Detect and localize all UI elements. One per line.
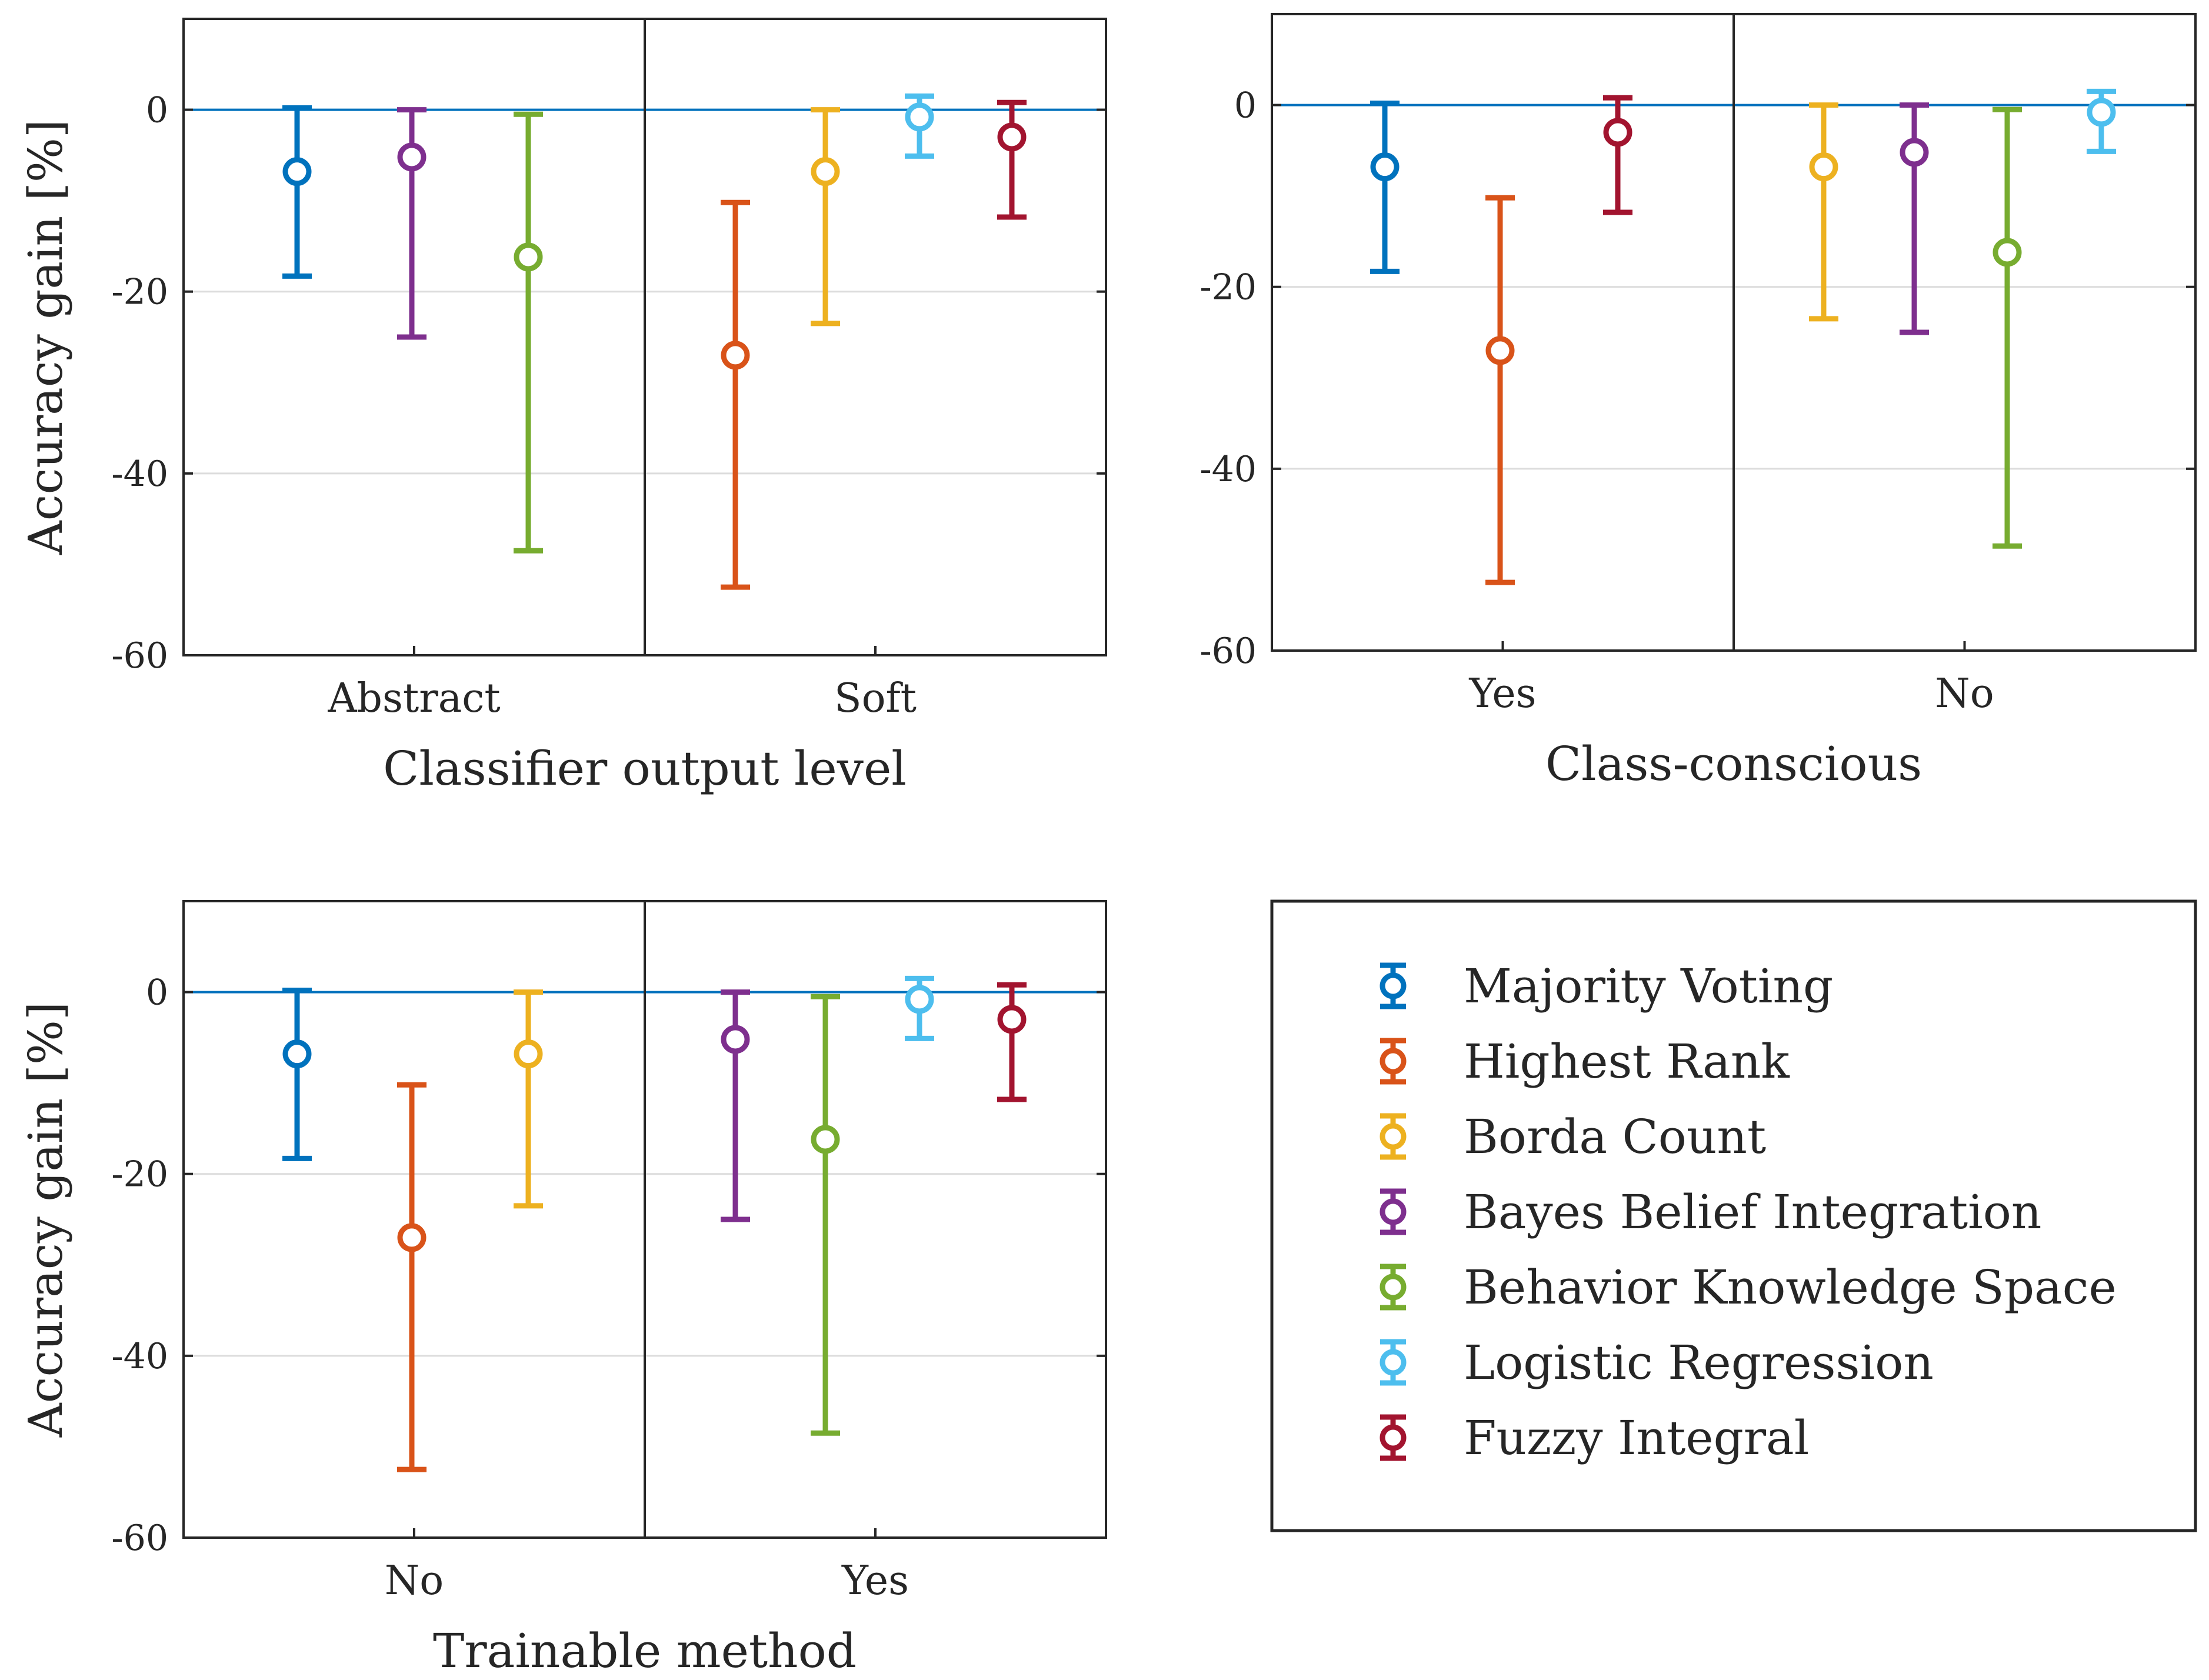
errorbar: [1603, 95, 1632, 215]
y-tick-label: -60: [111, 1518, 168, 1559]
errorbar: [811, 107, 840, 326]
legend-entry: Borda Count: [1380, 1109, 1766, 1164]
x-axis-label: Trainable method: [433, 1624, 857, 1678]
panel-3: 0 -20 -40 -60 No Yes Trainable method Accuracy …: [18, 900, 1107, 1678]
errorbar-marker: [811, 1125, 840, 1154]
errorbar: [397, 1082, 427, 1472]
legend-label: Behavior Knowledge Space: [1464, 1260, 2117, 1315]
axes-box: [182, 18, 1107, 656]
legend-entry: Bayes Belief Integration: [1380, 1185, 2041, 1239]
y-tick-label: 0: [146, 972, 168, 1014]
errorbar: [905, 975, 934, 1041]
legend-label: Majority Voting: [1464, 959, 1833, 1014]
errorbar: [721, 989, 750, 1222]
y-tick-label: 0: [146, 90, 168, 131]
errorbar: [514, 111, 543, 554]
x-axis-label: Classifier output level: [383, 741, 907, 796]
errorbar: [2087, 88, 2116, 154]
y-tick-label: -60: [111, 635, 168, 676]
errorbar-marker: [282, 157, 312, 186]
errorbar-marker: [514, 1039, 543, 1069]
errorbar: [997, 982, 1027, 1102]
errorbar-marker: [2087, 98, 2116, 127]
errorbar-marker: [905, 985, 934, 1014]
legend-entry: Behavior Knowledge Space: [1380, 1260, 2117, 1315]
legend-entry: Fuzzy Integral: [1380, 1411, 1809, 1465]
x-axis-label: Class-conscious: [1545, 736, 1922, 791]
y-tick-label: -40: [111, 454, 168, 495]
legend-marker: [1380, 1198, 1407, 1225]
legend-box: [1270, 899, 2197, 1532]
y-axis-label: Accuracy gain [%]: [18, 119, 73, 555]
errorbar: [1485, 195, 1515, 585]
legend-entry: Highest Rank: [1380, 1034, 1790, 1089]
legend-label: Borda Count: [1464, 1109, 1766, 1164]
y-tick-label: -40: [1200, 449, 1257, 490]
y-tick-label: -20: [1200, 267, 1257, 308]
legend-marker: [1380, 1424, 1407, 1451]
y-tick-label: -60: [1200, 631, 1257, 672]
errorbar: [1370, 100, 1400, 274]
panel-1: 0 -20 -40 -60 Abstract Soft Classifier output …: [18, 18, 1107, 796]
axes-box: [182, 900, 1107, 1539]
errorbar-marker: [997, 122, 1027, 152]
errorbar: [514, 989, 543, 1209]
legend-marker: [1380, 1274, 1407, 1301]
legend-marker: [1380, 972, 1407, 999]
y-tick-label: -20: [111, 1154, 168, 1195]
legend-marker: [1380, 1048, 1407, 1075]
errorbar: [1809, 102, 1838, 322]
errorbar: [905, 93, 934, 159]
y-tick-label: -40: [111, 1336, 168, 1377]
errorbar-marker: [1485, 336, 1515, 365]
legend-entry: Logistic Regression: [1380, 1335, 1934, 1390]
x-tick-label: Yes: [841, 1558, 909, 1604]
x-tick-label: No: [1935, 671, 1994, 717]
errorbar: [1900, 102, 1929, 335]
errorbar-marker: [1603, 118, 1632, 147]
errorbar: [397, 107, 427, 340]
errorbar: [811, 994, 840, 1436]
errorbar-marker: [1370, 152, 1400, 182]
errorbar: [997, 99, 1027, 220]
legend-label: Logistic Regression: [1464, 1335, 1934, 1390]
legend-label: Highest Rank: [1464, 1034, 1790, 1089]
errorbar-marker: [397, 142, 427, 172]
errorbar-marker: [1809, 152, 1838, 182]
errorbar-marker: [721, 1025, 750, 1054]
errorbar-marker: [721, 341, 750, 370]
legend-marker: [1380, 1349, 1407, 1376]
errorbar-marker: [1993, 238, 2022, 267]
errorbar-marker: [514, 242, 543, 272]
errorbar: [1993, 106, 2022, 549]
errorbar: [282, 105, 312, 279]
errorbar-marker: [811, 157, 840, 186]
y-tick-label: 0: [1234, 85, 1257, 126]
y-axis-label: Accuracy gain [%]: [18, 1002, 73, 1438]
legend-marker: [1380, 1123, 1407, 1150]
legend-label: Fuzzy Integral: [1464, 1411, 1809, 1465]
axes-box: [1271, 13, 2197, 652]
legend-entry: Majority Voting: [1380, 959, 1833, 1014]
errorbar: [721, 199, 750, 590]
errorbar-marker: [397, 1223, 427, 1252]
x-tick-label: Abstract: [327, 675, 500, 722]
legend: Majority Voting Highest Rank Borda Count Ba…: [1270, 899, 2197, 1532]
panel-2: 0 -20 -40 -60 Yes No Class-conscious: [1200, 13, 2197, 791]
errorbar-marker: [1900, 138, 1929, 167]
errorbar-marker: [282, 1039, 312, 1069]
errorbar-marker: [905, 102, 934, 132]
legend-label: Bayes Belief Integration: [1464, 1185, 2041, 1239]
x-tick-label: Soft: [834, 675, 917, 722]
x-tick-label: Yes: [1468, 671, 1536, 717]
errorbar: [282, 987, 312, 1161]
x-tick-label: No: [385, 1558, 444, 1604]
errorbar-marker: [997, 1005, 1027, 1034]
y-tick-label: -20: [111, 272, 168, 313]
